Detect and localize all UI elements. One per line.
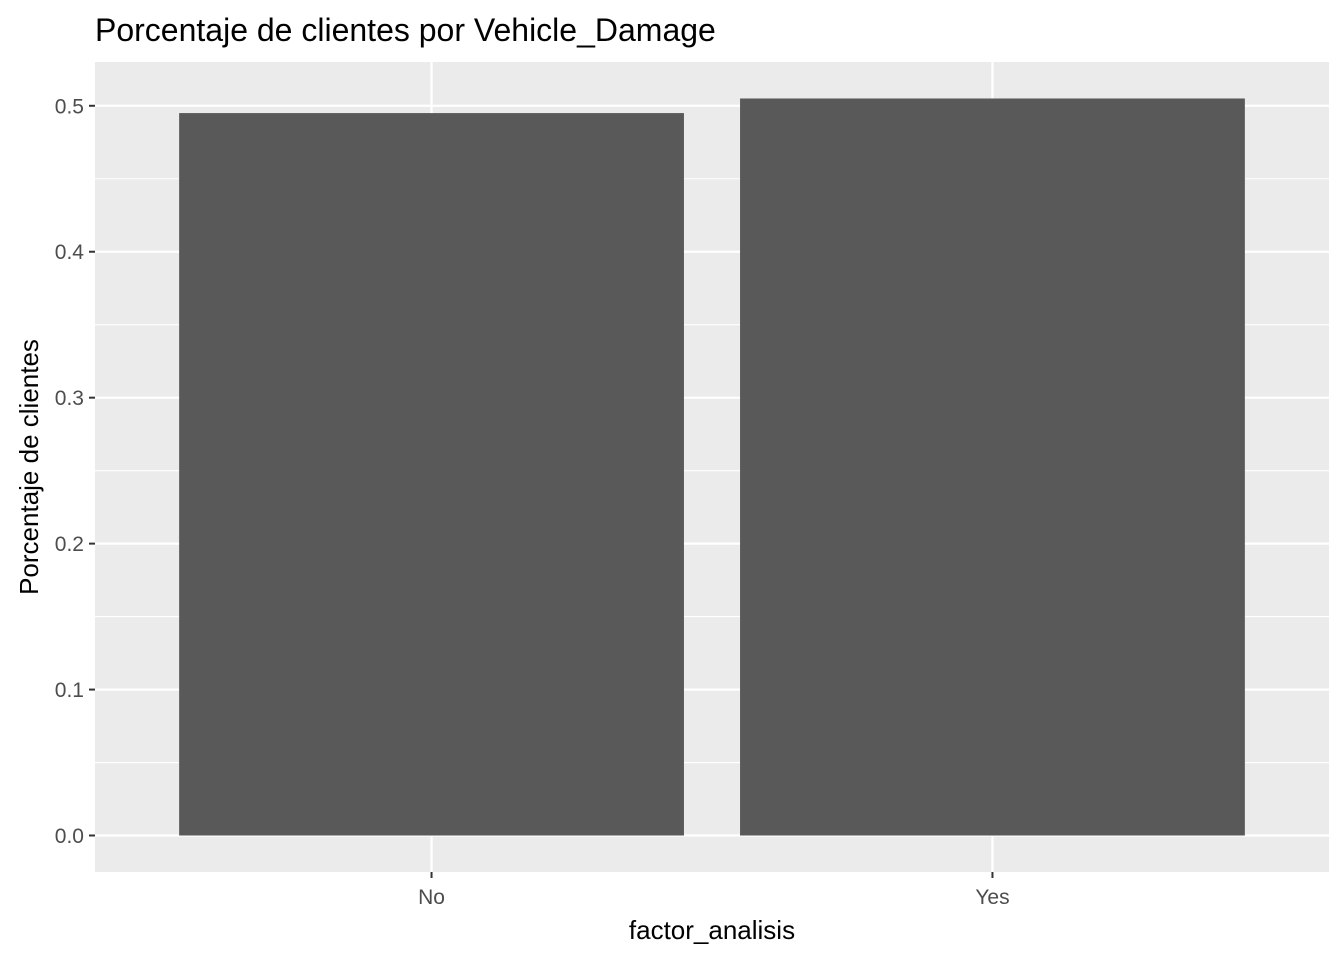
x-axis-title: factor_analisis [629, 915, 795, 945]
bars [179, 98, 1245, 836]
x-axis: No Yes [418, 872, 1010, 909]
y-tick-label: 0.2 [55, 533, 84, 556]
x-tick-label: Yes [975, 886, 1009, 909]
y-axis-title: Porcentaje de clientes [14, 339, 44, 595]
y-tick-label: 0.1 [55, 679, 84, 702]
chart-title: Porcentaje de clientes por Vehicle_Damag… [95, 12, 716, 48]
bar-yes [740, 98, 1245, 836]
y-axis: 0.0 0.1 0.2 0.3 0.4 0.5 [55, 95, 95, 848]
y-tick-label: 0.3 [55, 387, 84, 410]
y-tick-label: 0.5 [55, 95, 84, 118]
y-tick-label: 0.4 [55, 241, 85, 264]
bar-no [179, 113, 684, 836]
x-tick-label: No [418, 886, 445, 909]
y-tick-label: 0.0 [55, 825, 84, 848]
